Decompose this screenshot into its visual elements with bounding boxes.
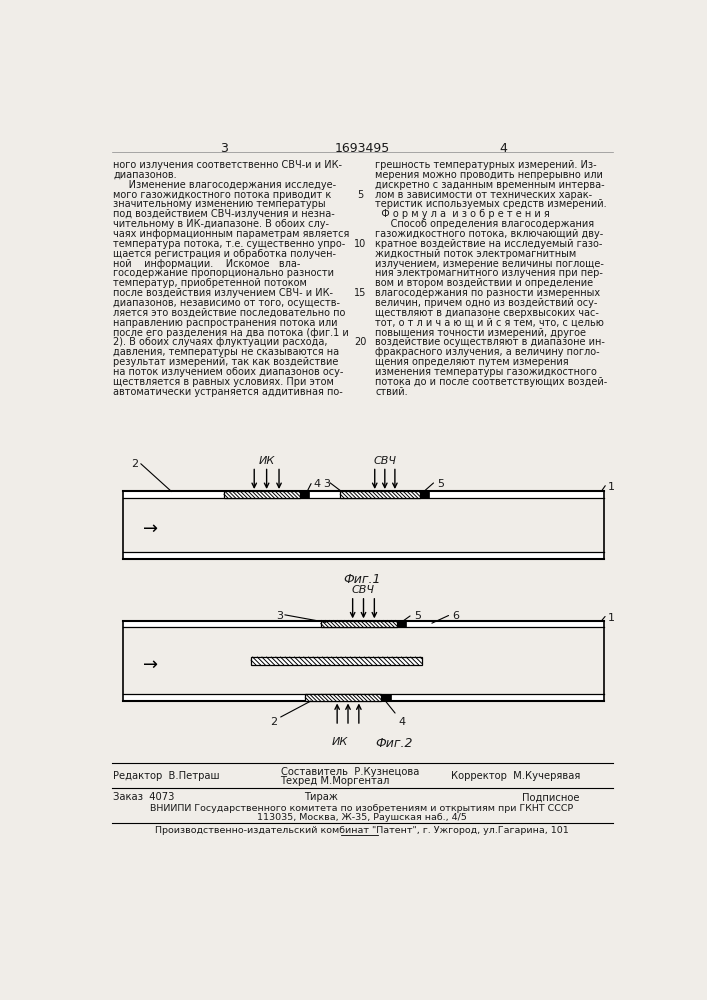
Text: после его разделения на два потока (фиг.1 и: после его разделения на два потока (фиг.… (113, 328, 349, 338)
Text: Подписное: Подписное (522, 792, 580, 802)
Text: 113035, Москва, Ж-35, Раушская наб., 4/5: 113035, Москва, Ж-35, Раушская наб., 4/5 (257, 813, 467, 822)
Text: потока до и после соответствующих воздей-: потока до и после соответствующих воздей… (375, 377, 607, 387)
Text: щения определяют путем измерения: щения определяют путем измерения (375, 357, 568, 367)
Text: госодержание пропорционально разности: госодержание пропорционально разности (113, 268, 334, 278)
Text: 5: 5 (357, 190, 363, 200)
Text: 5: 5 (414, 611, 421, 621)
Bar (340, 491, 420, 498)
Text: тот, о т л и ч а ю щ и й с я тем, что, с целью: тот, о т л и ч а ю щ и й с я тем, что, с… (375, 318, 604, 328)
Text: 2: 2 (271, 717, 278, 727)
Text: ния электромагнитного излучения при пер-: ния электромагнитного излучения при пер- (375, 268, 603, 278)
Bar (420, 491, 429, 498)
Text: Редактор  В.Петраш: Редактор В.Петраш (113, 771, 220, 781)
Text: после воздействия излучением СВЧ- и ИК-: после воздействия излучением СВЧ- и ИК- (113, 288, 333, 298)
Text: ществляется в равных условиях. При этом: ществляется в равных условиях. При этом (113, 377, 334, 387)
Text: ВНИИПИ Государственного комитета по изобретениям и открытиям при ГКНТ СССР: ВНИИПИ Государственного комитета по изоб… (151, 804, 573, 813)
Text: 2: 2 (131, 459, 138, 469)
Text: 3: 3 (276, 611, 283, 621)
Text: чаях информационным параметрам является: чаях информационным параметрам является (113, 229, 349, 239)
Text: грешность температурных измерений. Из-: грешность температурных измерений. Из- (375, 160, 597, 170)
Text: ляется это воздействие последовательно по: ляется это воздействие последовательно п… (113, 308, 346, 318)
Text: дискретно с заданным временным интерва-: дискретно с заданным временным интерва- (375, 180, 604, 190)
Bar (224, 491, 300, 498)
Text: 15: 15 (354, 288, 367, 298)
Text: Заказ  4073: Заказ 4073 (113, 792, 175, 802)
Text: мерения можно проводить непрерывно или: мерения можно проводить непрерывно или (375, 170, 603, 180)
Text: ществляют в диапазоне сверхвысоких час-: ществляют в диапазоне сверхвысоких час- (375, 308, 599, 318)
Text: СВЧ: СВЧ (352, 585, 375, 595)
Text: ной    информации.    Искомое   вла-: ной информации. Искомое вла- (113, 259, 300, 269)
Text: вом и втором воздействии и определение: вом и втором воздействии и определение (375, 278, 593, 288)
Text: 5: 5 (437, 479, 444, 489)
Text: Ф о р м у л а  и з о б р е т е н и я: Ф о р м у л а и з о б р е т е н и я (375, 209, 550, 219)
Text: →: → (143, 656, 158, 674)
Text: Составитель  Р.Кузнецова: Составитель Р.Кузнецова (281, 767, 419, 777)
Text: Тираж: Тираж (304, 792, 338, 802)
Bar (300, 491, 309, 498)
Text: повышения точности измерений, другое: повышения точности измерений, другое (375, 328, 586, 338)
Text: значительному изменению температуры: значительному изменению температуры (113, 199, 326, 209)
Text: диапазонов, независимо от того, осуществ-: диапазонов, независимо от того, осуществ… (113, 298, 340, 308)
Text: излучением, измерение величины поглоще-: излучением, измерение величины поглоще- (375, 259, 604, 269)
Bar (123, 491, 604, 498)
Text: теристик используемых средств измерений.: теристик используемых средств измерений. (375, 199, 607, 209)
Text: автоматически устраняется аддитивная по-: автоматически устраняется аддитивная по- (113, 387, 343, 397)
Text: жидкостный поток электромагнитным: жидкостный поток электромагнитным (375, 249, 576, 259)
Text: 1693495: 1693495 (334, 142, 390, 155)
Text: 6: 6 (452, 611, 460, 621)
Text: Фиг.2: Фиг.2 (375, 737, 413, 750)
Text: Производственно-издательский комбинат "Патент", г. Ужгород, ул.Гагарина, 101: Производственно-издательский комбинат "П… (155, 826, 569, 835)
Bar (123, 620, 604, 627)
Text: Способ определения влагосодержания: Способ определения влагосодержания (375, 219, 595, 229)
Text: ИК: ИК (332, 737, 349, 747)
Text: ствий.: ствий. (375, 387, 408, 397)
Text: 4: 4 (398, 717, 406, 727)
Text: газожидкостного потока, включающий дву-: газожидкостного потока, включающий дву- (375, 229, 603, 239)
Text: ИК: ИК (259, 456, 275, 466)
Text: 4: 4 (499, 142, 507, 155)
Text: кратное воздействие на исследуемый газо-: кратное воздействие на исследуемый газо- (375, 239, 602, 249)
Text: 10: 10 (354, 239, 366, 249)
Text: направлению распространения потока или: направлению распространения потока или (113, 318, 338, 328)
Text: 2). В обоих случаях флуктуации расхода,: 2). В обоих случаях флуктуации расхода, (113, 337, 327, 347)
Text: →: → (143, 520, 158, 538)
Bar (321, 620, 397, 627)
Text: 4: 4 (313, 479, 320, 489)
Text: воздействие осуществляют в диапазоне ин-: воздействие осуществляют в диапазоне ин- (375, 337, 605, 347)
Text: 1: 1 (607, 613, 614, 623)
Text: изменения температуры газожидкостного: изменения температуры газожидкостного (375, 367, 597, 377)
Text: чительному в ИК-диапазоне. В обоих слу-: чительному в ИК-диапазоне. В обоих слу- (113, 219, 329, 229)
Text: Фиг.1: Фиг.1 (343, 573, 380, 586)
Text: щается регистрация и обработка получен-: щается регистрация и обработка получен- (113, 249, 336, 259)
Bar (251, 657, 421, 665)
Bar (123, 694, 604, 701)
Text: диапазонов.: диапазонов. (113, 170, 177, 180)
Text: на поток излучением обоих диапазонов осу-: на поток излучением обоих диапазонов осу… (113, 367, 344, 377)
Bar (123, 552, 604, 559)
Text: величин, причем одно из воздействий осу-: величин, причем одно из воздействий осу- (375, 298, 597, 308)
Text: 3: 3 (220, 142, 228, 155)
Text: результат измерений, так как воздействие: результат измерений, так как воздействие (113, 357, 339, 367)
Bar (381, 694, 391, 701)
Text: температура потока, т.е. существенно упро-: температура потока, т.е. существенно упр… (113, 239, 346, 249)
Bar (397, 620, 406, 627)
Text: Техред М.Моргентал: Техред М.Моргентал (281, 776, 390, 786)
Text: 3: 3 (323, 479, 330, 489)
Text: Корректор  М.Кучерявая: Корректор М.Кучерявая (451, 771, 580, 781)
Text: СВЧ: СВЧ (373, 456, 397, 466)
Bar (305, 694, 381, 701)
Text: под воздействием СВЧ-излучения и незна-: под воздействием СВЧ-излучения и незна- (113, 209, 335, 219)
Text: 20: 20 (354, 337, 367, 347)
Text: 1: 1 (607, 482, 614, 492)
Text: фракрасного излучения, а величину погло-: фракрасного излучения, а величину погло- (375, 347, 600, 357)
Text: ного излучения соответственно СВЧ-и и ИК-: ного излучения соответственно СВЧ-и и ИК… (113, 160, 342, 170)
Text: температур, приобретенной потоком: температур, приобретенной потоком (113, 278, 307, 288)
Text: Изменение влагосодержания исследуе-: Изменение влагосодержания исследуе- (113, 180, 337, 190)
Text: влагосодержания по разности измеренных: влагосодержания по разности измеренных (375, 288, 600, 298)
Text: давления, температуры не сказываются на: давления, температуры не сказываются на (113, 347, 339, 357)
Text: лом в зависимости от технических харак-: лом в зависимости от технических харак- (375, 190, 592, 200)
Text: мого газожидкостного потока приводит к: мого газожидкостного потока приводит к (113, 190, 332, 200)
